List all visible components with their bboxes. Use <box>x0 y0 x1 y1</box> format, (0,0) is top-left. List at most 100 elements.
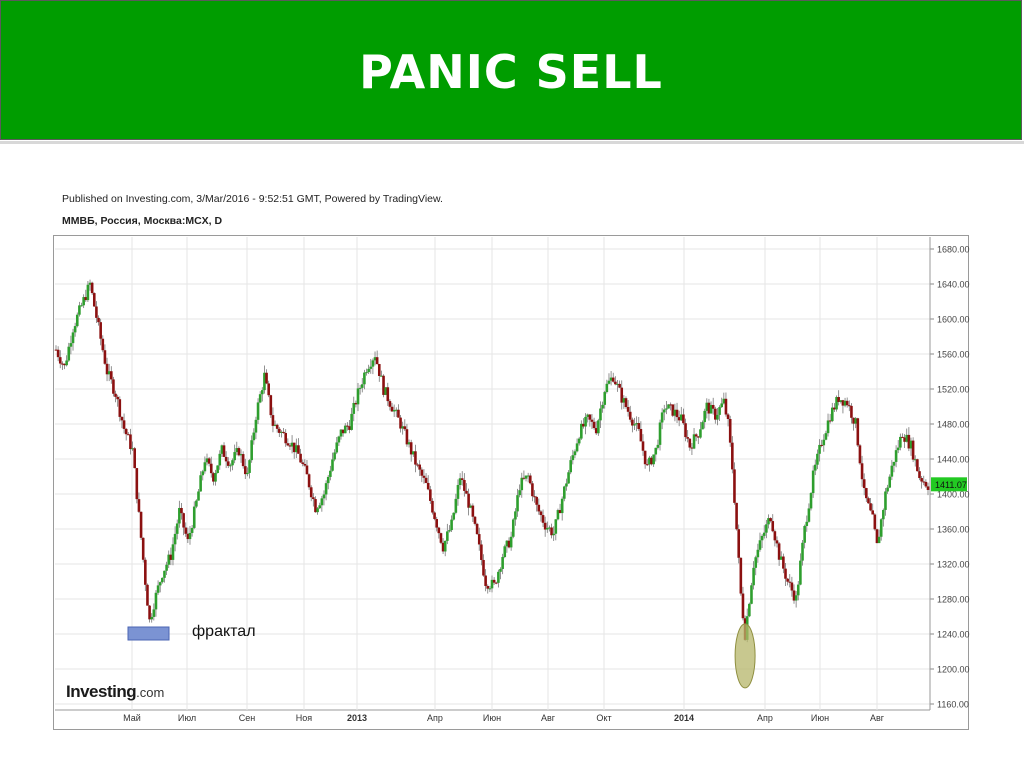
candle-up <box>699 429 702 438</box>
candle-down <box>282 431 285 433</box>
candle-up <box>412 451 415 455</box>
candle-down <box>475 523 479 535</box>
candle-down <box>675 409 679 418</box>
candle-down <box>471 505 475 517</box>
candle-down <box>141 537 145 560</box>
candle-up <box>673 409 677 416</box>
candle-down <box>420 469 424 476</box>
candle-up <box>154 592 158 610</box>
candle-down <box>786 578 789 582</box>
candle-down <box>348 426 351 430</box>
candle-down <box>860 463 864 480</box>
candle-up <box>514 511 517 520</box>
candle-up <box>458 478 462 485</box>
candle-down <box>901 436 904 438</box>
candle-down <box>856 418 860 446</box>
candle-up <box>497 571 500 583</box>
candle-up <box>709 404 713 414</box>
candle-down <box>271 415 275 426</box>
candle-up <box>252 432 256 441</box>
candle-down <box>714 408 717 420</box>
candle-down <box>777 543 781 560</box>
candle-up <box>163 570 166 578</box>
candle-up <box>794 595 798 601</box>
candle-down <box>537 504 541 512</box>
candle-down <box>828 420 832 422</box>
candle-down <box>405 429 409 445</box>
x-tick-label: Авг <box>870 713 885 723</box>
candle-up <box>394 409 398 411</box>
y-tick-label: 1280.00 <box>937 595 970 605</box>
candle-up <box>635 423 638 425</box>
candle-down <box>862 479 866 489</box>
candle-up <box>499 568 502 572</box>
candle-up <box>178 507 181 524</box>
candle-up <box>318 505 322 509</box>
candle-down <box>431 500 434 513</box>
candle-down <box>54 349 58 351</box>
candle-down <box>441 542 445 552</box>
candle-down <box>782 556 785 569</box>
x-tick-label: Апр <box>427 713 443 723</box>
candle-down <box>299 453 302 463</box>
candle-down <box>771 521 775 532</box>
candle-down <box>180 507 183 514</box>
candle-up <box>616 383 619 385</box>
candle-down <box>377 364 381 376</box>
candle-down <box>58 357 62 364</box>
candle-down <box>144 559 147 585</box>
candle-down <box>426 482 430 490</box>
candle-up <box>899 436 902 448</box>
candle-up <box>648 457 651 465</box>
candle-down <box>645 464 649 466</box>
logo-suffix: .com <box>136 685 165 700</box>
candle-down <box>222 445 226 457</box>
candle-up <box>229 465 232 467</box>
candle-up <box>380 375 383 377</box>
candle-up <box>524 475 528 479</box>
candle-down <box>460 478 464 480</box>
candle-up <box>807 508 811 522</box>
candle-up <box>854 418 857 424</box>
candle-down <box>109 371 113 380</box>
candle-down <box>711 404 715 409</box>
y-tick-label: 1160.00 <box>937 700 969 710</box>
candle-up <box>324 483 328 495</box>
candle-down <box>792 590 796 601</box>
candle-up <box>488 588 492 590</box>
candle-down <box>101 338 105 351</box>
candle-down <box>388 401 392 407</box>
candle-up <box>796 584 800 596</box>
candle-down <box>399 417 402 429</box>
candle-up <box>203 462 207 472</box>
fractal-box <box>127 626 170 641</box>
candle-up <box>326 476 330 484</box>
y-tick-label: 1400.00 <box>937 490 970 500</box>
candle-down <box>307 474 311 488</box>
candle-down <box>103 350 107 364</box>
candle-up <box>762 532 766 536</box>
candle-up <box>150 616 154 620</box>
candle-up <box>567 472 570 484</box>
candle-down <box>122 420 126 429</box>
candle-down <box>867 498 870 504</box>
y-tick-label: 1200.00 <box>937 665 970 675</box>
chart-published-note: Published on Investing.com, 3/Mar/2016 -… <box>62 193 443 205</box>
candle-up <box>705 402 709 411</box>
candle-up <box>835 397 838 410</box>
candle-down <box>707 402 711 414</box>
candle-down <box>694 434 698 437</box>
candle-up <box>322 494 326 499</box>
candle-up <box>756 549 760 558</box>
candle-up <box>161 577 164 583</box>
candle-down <box>265 372 268 384</box>
candle-down <box>386 387 390 402</box>
candle-down <box>116 396 119 400</box>
candle-up <box>195 500 198 507</box>
candle-up <box>601 404 604 409</box>
candle-up <box>254 419 258 433</box>
candle-up <box>760 535 764 541</box>
candle-up <box>88 282 92 285</box>
candle-down <box>875 529 879 544</box>
candle-up <box>658 422 662 445</box>
